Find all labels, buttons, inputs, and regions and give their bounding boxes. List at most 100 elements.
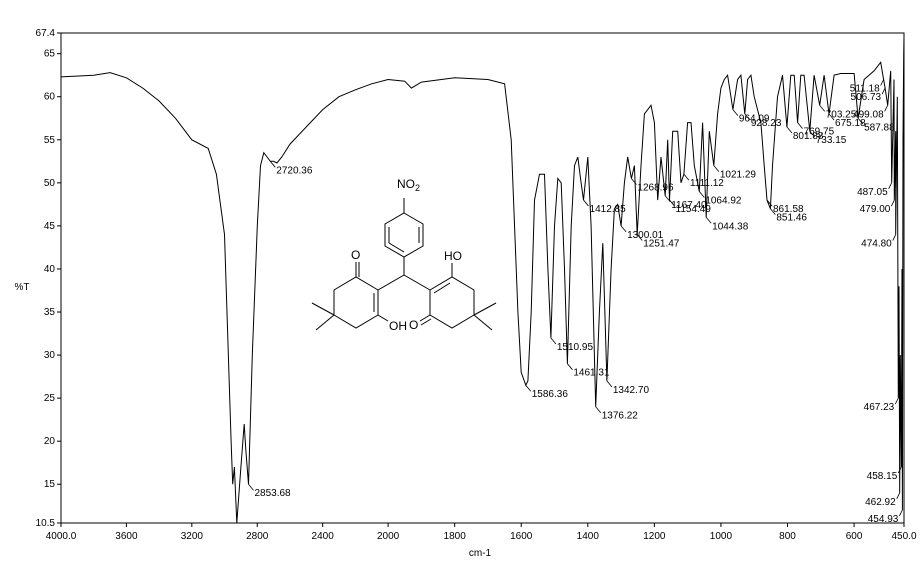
peak-label: 703.25 bbox=[826, 109, 857, 120]
annotation-leader bbox=[699, 191, 705, 198]
peak-label: 506.73 bbox=[851, 92, 882, 103]
y-tick-label: 35 bbox=[44, 307, 56, 318]
peak-label: 1111.12 bbox=[690, 178, 724, 189]
x-tick-label: 3200 bbox=[181, 531, 204, 542]
peak-label: 474.80 bbox=[861, 239, 892, 250]
annotation-leader bbox=[606, 380, 613, 388]
peak-label: 1154.49 bbox=[676, 204, 712, 215]
plot-frame bbox=[60, 32, 905, 524]
y-tick-label: 45 bbox=[44, 221, 56, 232]
y-tick-label: 40 bbox=[44, 264, 56, 275]
x-tick-label: 4000.0 bbox=[46, 531, 77, 542]
peak-label: 1167.40 bbox=[671, 200, 707, 211]
peak-label: 964.09 bbox=[739, 114, 770, 125]
annotation-leader bbox=[766, 199, 773, 207]
y-axis-label: %T bbox=[15, 282, 30, 293]
x-tick-label: 3600 bbox=[115, 531, 138, 542]
peak-label: 458.15 bbox=[867, 471, 898, 482]
x-tick-label: 800 bbox=[779, 531, 796, 542]
annotation-leader bbox=[880, 79, 884, 86]
annotation-leader bbox=[899, 509, 903, 517]
nitro-text: NO bbox=[397, 177, 415, 191]
nitro-label: NO2 bbox=[397, 177, 420, 193]
y-tick-label: 10.5 bbox=[36, 518, 56, 529]
annotation-leader bbox=[713, 165, 720, 172]
annotation-leader bbox=[894, 397, 899, 405]
peak-label: 2720.36 bbox=[276, 165, 313, 176]
y-tick-label: 15 bbox=[44, 479, 56, 490]
y-tick-label: 20 bbox=[44, 436, 56, 447]
annotation-leader bbox=[786, 126, 793, 134]
x-axis-label: cm-1 bbox=[469, 548, 492, 559]
y-tick-label: 50 bbox=[44, 178, 56, 189]
spectrum-line bbox=[60, 36, 905, 524]
peak-label: 1510.95 bbox=[557, 342, 594, 353]
annotation-leader bbox=[770, 208, 776, 215]
y-tick-label: 25 bbox=[44, 393, 56, 404]
annotation-leader bbox=[683, 173, 690, 181]
annotation-leader bbox=[888, 182, 893, 190]
right-ketone-label: O bbox=[409, 318, 418, 332]
peak-label: 851.46 bbox=[776, 213, 807, 224]
annotation-leader bbox=[525, 384, 532, 392]
annotation-leader bbox=[809, 130, 816, 138]
peak-label: 1300.01 bbox=[627, 230, 664, 241]
x-tick-label: 1000 bbox=[710, 531, 733, 542]
peak-label: 1251.47 bbox=[643, 239, 680, 250]
peak-label: 2853.68 bbox=[254, 488, 291, 499]
annotation-leader bbox=[620, 225, 627, 233]
structure: NO2 O OH HO O bbox=[311, 177, 497, 333]
annotation-leader bbox=[896, 492, 901, 500]
bonds bbox=[311, 198, 497, 331]
annotation-leader bbox=[550, 337, 557, 345]
annotation-leader bbox=[631, 178, 637, 185]
peak-label: 1021.29 bbox=[720, 170, 757, 181]
y-tick-label: 60 bbox=[44, 92, 56, 103]
peak-label: 801.88 bbox=[793, 131, 824, 142]
peak-label: 1412.85 bbox=[590, 204, 627, 215]
annotation-leader bbox=[857, 117, 864, 125]
x-tick-label: 450.0 bbox=[891, 531, 916, 542]
y-tick-label: 67.4 bbox=[36, 28, 56, 39]
y-tick-label: 65 bbox=[44, 49, 56, 60]
annotation-leader bbox=[705, 217, 712, 224]
annotation-leader bbox=[636, 234, 643, 241]
annotation-leader bbox=[819, 105, 826, 112]
annotation-leader bbox=[269, 161, 276, 168]
x-tick-label: 600 bbox=[846, 531, 863, 542]
peak-label: 467.23 bbox=[864, 402, 895, 413]
annotation-leader bbox=[567, 363, 573, 370]
peak-label: 587.88 bbox=[864, 122, 895, 133]
peak-label: 1268.96 bbox=[637, 183, 674, 194]
x-tick-label: 1800 bbox=[444, 531, 467, 542]
x-tick-label: 1600 bbox=[510, 531, 533, 542]
annotation-leader bbox=[583, 199, 589, 207]
annotation-leader bbox=[732, 109, 739, 116]
x-tick-label: 1400 bbox=[577, 531, 600, 542]
peak-label: 487.05 bbox=[857, 187, 888, 198]
annotation-leader bbox=[669, 199, 675, 207]
annotation-leader bbox=[595, 406, 602, 413]
annotation-leader bbox=[884, 105, 889, 112]
annotation-leader bbox=[744, 113, 751, 121]
peak-label: 928.23 bbox=[751, 118, 782, 129]
annotation-leader bbox=[890, 199, 895, 207]
peak-label: 454.93 bbox=[868, 514, 899, 525]
peak-label: 861.58 bbox=[773, 204, 804, 215]
peak-label: 1342.70 bbox=[613, 385, 650, 396]
annotation-leader bbox=[828, 113, 835, 121]
peak-label: 769.75 bbox=[804, 127, 835, 138]
peak-label: 511.18 bbox=[850, 84, 880, 95]
left-ketone-label: O bbox=[351, 248, 360, 262]
nitro-subscript: 2 bbox=[415, 183, 420, 193]
x-tick-label: 2000 bbox=[377, 531, 400, 542]
peak-label: 675.18 bbox=[835, 118, 866, 129]
peak-label: 1064.92 bbox=[705, 195, 742, 206]
annotation-leader bbox=[248, 483, 254, 491]
peak-label: 1586.36 bbox=[532, 389, 569, 400]
annotation-leader bbox=[897, 466, 902, 474]
peak-label: 1461.31 bbox=[573, 368, 610, 379]
peak-label: 1044.38 bbox=[712, 221, 749, 232]
peak-label: 479.00 bbox=[860, 204, 891, 215]
